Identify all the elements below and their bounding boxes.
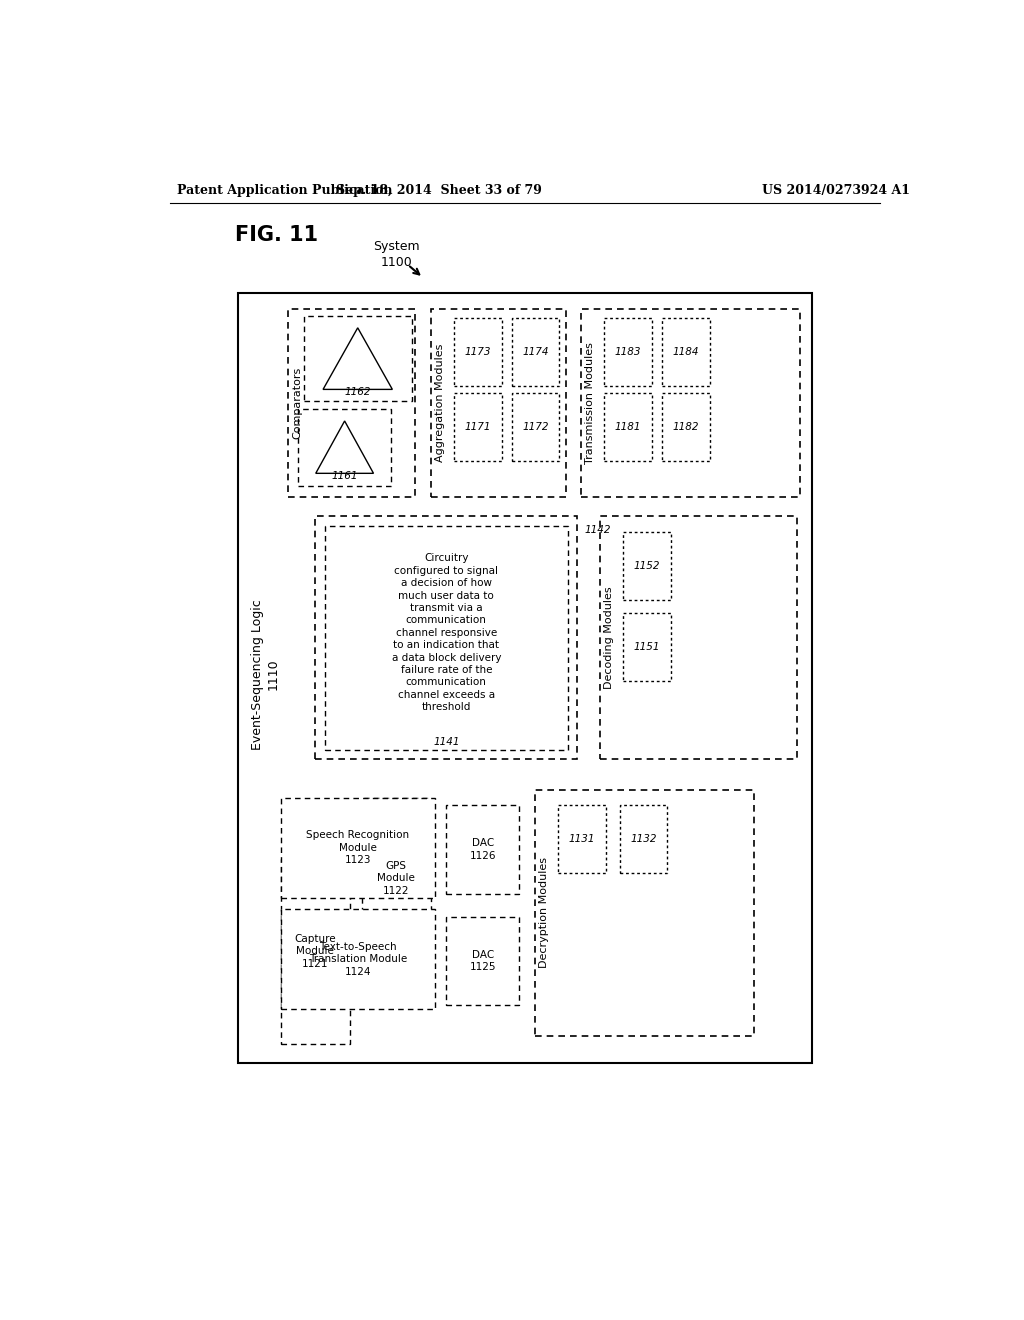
- Bar: [281, 797, 435, 898]
- Text: 1142: 1142: [585, 525, 611, 536]
- Bar: [289, 309, 416, 498]
- Text: 1174: 1174: [522, 347, 549, 356]
- Bar: [662, 393, 710, 461]
- Bar: [446, 917, 519, 1006]
- Bar: [600, 516, 797, 759]
- Bar: [662, 318, 710, 385]
- Bar: [454, 318, 502, 385]
- Text: Capture
Module
1121: Capture Module 1121: [295, 935, 336, 969]
- Bar: [281, 909, 435, 1010]
- Text: Decoding Modules: Decoding Modules: [604, 586, 614, 689]
- Bar: [620, 805, 668, 873]
- Text: Transmission Modules: Transmission Modules: [586, 342, 595, 463]
- Text: Patent Application Publication: Patent Application Publication: [177, 185, 392, 197]
- Bar: [361, 797, 431, 960]
- Bar: [446, 805, 519, 894]
- Bar: [535, 789, 755, 1036]
- Text: 1152: 1152: [634, 561, 660, 570]
- Text: 1181: 1181: [614, 422, 641, 432]
- Bar: [512, 393, 559, 461]
- Text: Event-Sequencing Logic
1110: Event-Sequencing Logic 1110: [251, 599, 280, 750]
- Text: Circuitry
configured to signal
a decision of how
much user data to
transmit via : Circuitry configured to signal a decisio…: [391, 553, 501, 713]
- Text: Speech Recognition
Module
1123: Speech Recognition Module 1123: [306, 830, 410, 865]
- Bar: [604, 318, 652, 385]
- Text: 1173: 1173: [465, 347, 492, 356]
- Text: 1161: 1161: [332, 471, 357, 482]
- Text: Decryption Modules: Decryption Modules: [539, 858, 549, 969]
- Bar: [298, 409, 391, 486]
- Text: 1184: 1184: [673, 347, 699, 356]
- Text: US 2014/0273924 A1: US 2014/0273924 A1: [762, 185, 910, 197]
- Bar: [315, 516, 578, 759]
- Text: DAC
1125: DAC 1125: [470, 950, 496, 973]
- Text: Sep. 18, 2014  Sheet 33 of 79: Sep. 18, 2014 Sheet 33 of 79: [336, 185, 542, 197]
- Text: Comparators: Comparators: [293, 367, 303, 440]
- Text: Text-to-Speech
Translation Module
1124: Text-to-Speech Translation Module 1124: [308, 941, 407, 977]
- Text: GPS
Module
1122: GPS Module 1122: [377, 861, 415, 896]
- Bar: [325, 525, 568, 750]
- Bar: [431, 309, 565, 498]
- Bar: [604, 393, 652, 461]
- Text: 1132: 1132: [630, 834, 656, 843]
- Text: 1183: 1183: [614, 347, 641, 356]
- Bar: [581, 309, 801, 498]
- Bar: [512, 318, 559, 385]
- Text: FIG. 11: FIG. 11: [234, 226, 317, 246]
- Bar: [624, 614, 671, 681]
- Text: 1182: 1182: [673, 422, 699, 432]
- Text: 1151: 1151: [634, 643, 660, 652]
- Bar: [454, 393, 502, 461]
- Text: 1172: 1172: [522, 422, 549, 432]
- Bar: [624, 532, 671, 599]
- Text: 1162: 1162: [344, 387, 371, 397]
- Text: Aggregation Modules: Aggregation Modules: [435, 343, 445, 462]
- Text: System
1100: System 1100: [373, 240, 420, 269]
- Text: 1141: 1141: [433, 737, 460, 747]
- Bar: [281, 859, 350, 1044]
- Bar: [558, 805, 605, 873]
- Bar: [304, 317, 412, 401]
- Text: 1171: 1171: [465, 422, 492, 432]
- Text: 1131: 1131: [568, 834, 595, 843]
- Bar: [239, 293, 812, 1063]
- Text: DAC
1126: DAC 1126: [470, 838, 496, 861]
